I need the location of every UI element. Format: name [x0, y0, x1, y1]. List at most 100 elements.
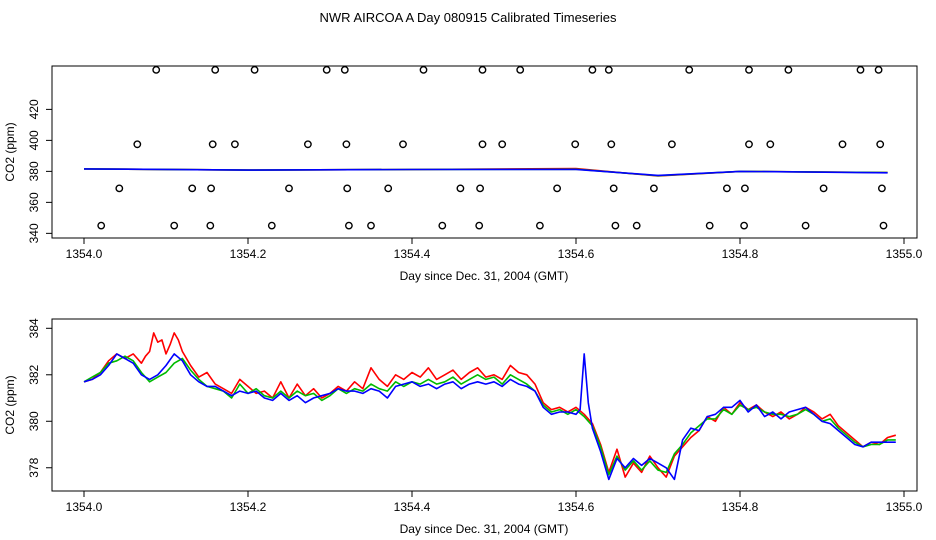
data-point [838, 140, 847, 149]
x-tick-label: 1354.2 [230, 500, 267, 514]
top-y-axis: 340 360 380 400 420 [27, 99, 52, 243]
data-point [367, 221, 375, 230]
x-tick-label: 1355.0 [886, 247, 923, 261]
top-series-lines [83, 167, 888, 177]
data-point [250, 66, 259, 74]
x-tick-label: 1354.0 [66, 247, 103, 261]
data-point [604, 66, 613, 74]
top-plot-frame [51, 65, 918, 239]
data-point [668, 140, 676, 149]
bottom-series-lines [83, 332, 897, 481]
series-line [83, 353, 896, 481]
data-point [342, 140, 351, 149]
data-point [476, 184, 484, 193]
data-point [208, 140, 217, 149]
data-point [819, 184, 828, 193]
y-tick-label: 400 [27, 130, 41, 150]
data-point [553, 184, 561, 193]
data-point [740, 221, 748, 230]
data-point [856, 66, 865, 74]
data-point [876, 140, 885, 149]
x-tick-label: 1354.8 [722, 247, 759, 261]
top-points [97, 66, 888, 230]
data-point [611, 221, 620, 230]
y-tick-label: 340 [27, 223, 41, 243]
data-point [516, 66, 525, 74]
data-point [741, 184, 749, 193]
data-point [607, 140, 616, 149]
data-point [188, 184, 197, 193]
x-tick-label: 1354.6 [558, 247, 595, 261]
data-point [211, 66, 220, 74]
data-point [784, 66, 793, 74]
data-point [230, 140, 239, 149]
data-point [475, 221, 484, 230]
y-tick-label: 380 [27, 161, 41, 181]
data-point [650, 184, 658, 193]
y-tick-label: 384 [27, 318, 41, 338]
data-point [152, 66, 161, 74]
data-point [878, 184, 886, 193]
bottom-x-axis-label: Day since Dec. 31, 2004 (GMT) [400, 522, 569, 536]
x-tick-label: 1354.0 [66, 500, 103, 514]
y-tick-label: 380 [27, 411, 41, 431]
x-tick-label: 1355.0 [886, 500, 923, 514]
data-point [207, 184, 216, 193]
data-point [206, 221, 215, 230]
top-y-axis-label: CO2 (ppm) [3, 122, 17, 181]
data-point [340, 66, 349, 74]
data-point [609, 184, 618, 193]
page-title: NWR AIRCOA A Day 080915 Calibrated Times… [320, 10, 617, 25]
data-point [267, 221, 276, 230]
x-tick-label: 1354.6 [558, 500, 595, 514]
data-point [588, 66, 597, 74]
data-point [766, 140, 775, 149]
bottom-plot-frame [51, 318, 918, 492]
data-point [801, 221, 810, 230]
data-point [705, 221, 714, 230]
data-point [343, 184, 352, 193]
data-point [344, 221, 353, 230]
data-point [97, 221, 106, 230]
top-panel: 1354.0 1354.2 1354.4 1354.6 1354.8 1355.0 340… [3, 65, 923, 283]
data-point [303, 140, 312, 149]
data-point [322, 66, 331, 74]
bottom-y-axis-label: CO2 (ppm) [3, 375, 17, 434]
data-point [536, 221, 544, 230]
data-point [384, 184, 393, 193]
y-tick-label: 360 [27, 192, 41, 212]
data-point [874, 66, 883, 74]
data-point [632, 221, 641, 230]
x-tick-label: 1354.4 [394, 500, 431, 514]
top-x-axis: 1354.0 1354.2 1354.4 1354.6 1354.8 1355.0 [66, 238, 923, 261]
top-x-axis-label: Day since Dec. 31, 2004 (GMT) [400, 269, 569, 283]
data-point [685, 66, 694, 74]
data-point [170, 221, 179, 230]
x-tick-label: 1354.8 [722, 500, 759, 514]
data-point [745, 140, 753, 149]
data-point [723, 184, 731, 193]
y-tick-label: 382 [27, 364, 41, 384]
data-point [879, 221, 888, 230]
data-point [745, 66, 753, 74]
data-point [498, 140, 507, 149]
data-point [478, 140, 487, 149]
data-point [399, 140, 407, 149]
data-point [419, 66, 428, 74]
series-line [83, 332, 897, 478]
bottom-y-axis: 378 380 382 384 [27, 318, 52, 478]
data-point [115, 184, 124, 193]
bottom-x-axis: 1354.0 1354.2 1354.4 1354.6 1354.8 1355.0 [66, 491, 923, 514]
data-point [478, 66, 487, 74]
data-point [285, 184, 293, 193]
data-point [133, 140, 142, 149]
y-tick-label: 378 [27, 457, 41, 477]
top-series-line [83, 168, 888, 177]
data-point [571, 140, 580, 149]
bottom-panel: 1354.0 1354.2 1354.4 1354.6 1354.8 1355.0 378… [3, 318, 923, 536]
x-tick-label: 1354.4 [394, 247, 431, 261]
data-point [456, 184, 465, 193]
data-point [438, 221, 447, 230]
x-tick-label: 1354.2 [230, 247, 267, 261]
